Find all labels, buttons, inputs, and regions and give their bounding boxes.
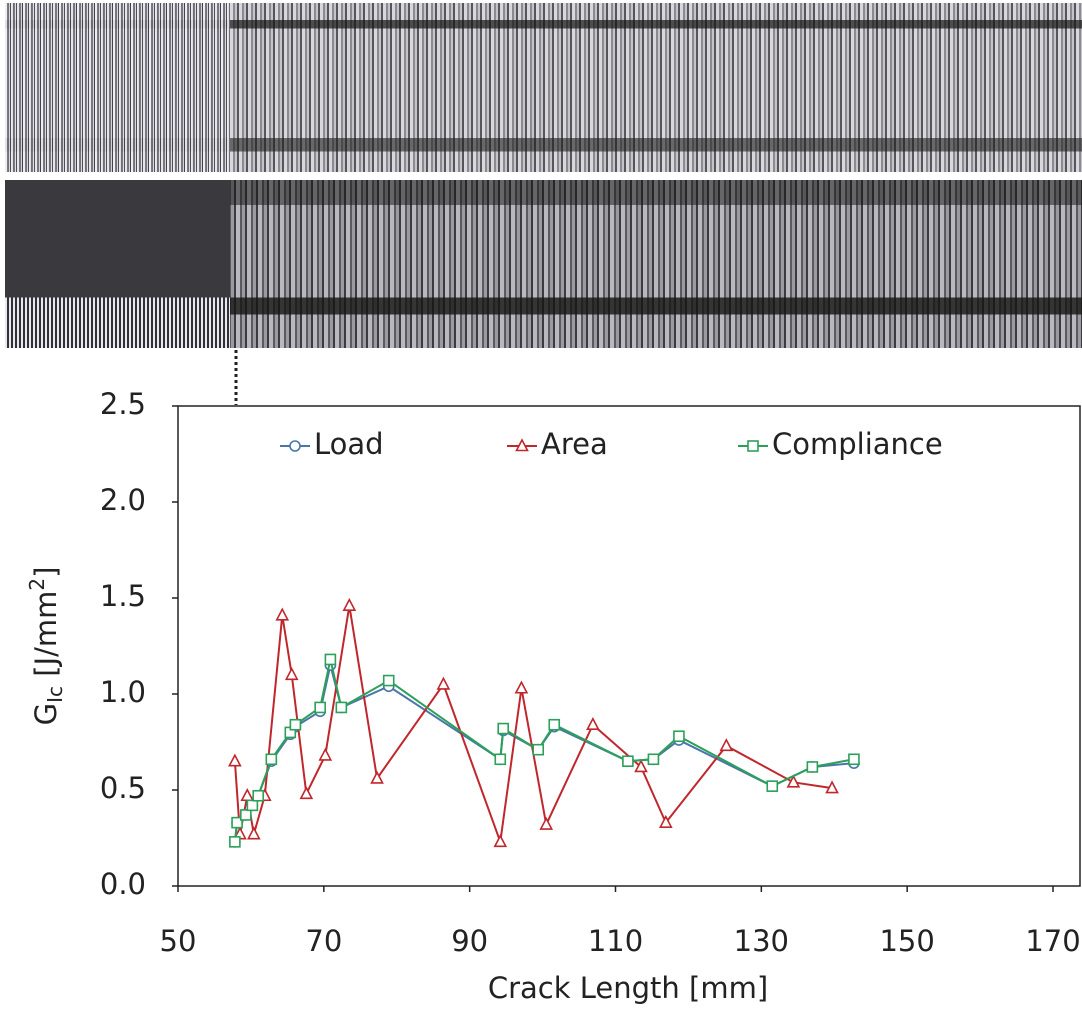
data-point [240,788,255,802]
x-axis-label: Crack Length [mm] [488,971,768,1005]
data-point [548,718,561,731]
data-point [382,674,395,687]
y-tick-label: 0.5 [100,771,146,805]
legend-label: Area [541,427,608,461]
data-point [229,836,241,848]
data-point [275,607,290,621]
legend-marker [747,440,759,452]
series-line [233,605,833,843]
x-tick-label: 150 [879,924,934,958]
x-tick-label: 50 [160,924,197,958]
y-label-superscript: 2 [25,578,49,591]
y-label-unit: [J/mm [29,591,63,686]
data-point [825,780,839,794]
data-point [228,753,242,767]
data-point [314,701,326,714]
data-point [247,826,261,840]
data-point [532,743,545,756]
data-point [497,722,510,735]
legend-label: Load [314,427,384,461]
x-tick-label: 110 [588,924,643,958]
y-tick-label: 1.5 [100,579,146,613]
data-point [299,786,314,800]
data-point [634,759,648,773]
y-tick-label: 0.0 [100,867,146,901]
specimen-photo-bottom [5,180,1082,348]
data-point [806,761,819,773]
y-tick-label: 1.0 [100,675,146,709]
data-point [539,816,554,830]
data-point [370,770,384,784]
specimen-photo-top [5,3,1082,172]
data-point [647,753,660,766]
data-point [324,653,337,666]
data-point [514,680,529,694]
data-point [766,780,779,792]
y-label-symbol: G [29,703,63,725]
y-label-close: ] [29,567,63,578]
data-point [493,834,508,848]
data-point [622,755,634,768]
x-tick-label: 70 [305,924,342,958]
legend-marker [515,438,529,452]
data-point [246,799,259,812]
y-tick-label: 2.0 [100,483,146,517]
data-point [284,667,299,681]
data-point [252,789,265,802]
legend-label: Compliance [772,427,943,461]
data-point [673,730,685,743]
data-point [231,816,243,829]
data-point [436,676,451,690]
y-tick-label: 2.5 [100,387,146,421]
x-tick-label: 90 [451,924,488,958]
data-point [342,597,357,611]
data-point [318,747,333,761]
data-point [335,701,348,714]
y-label-subscript: Ic [43,686,67,703]
data-point [586,716,600,731]
y-axis-label: GIc [J/mm2] [25,567,67,726]
legend-marker [289,440,301,452]
data-point [848,753,860,766]
x-tick-label: 170 [1025,924,1080,958]
data-point [786,774,801,788]
data-point [289,718,302,731]
x-tick-label: 130 [734,924,789,958]
data-point [719,738,734,752]
data-point [265,753,278,766]
data-point [494,753,507,766]
data-point [658,814,673,828]
plot-frame [177,405,1081,887]
data-point [240,809,252,821]
